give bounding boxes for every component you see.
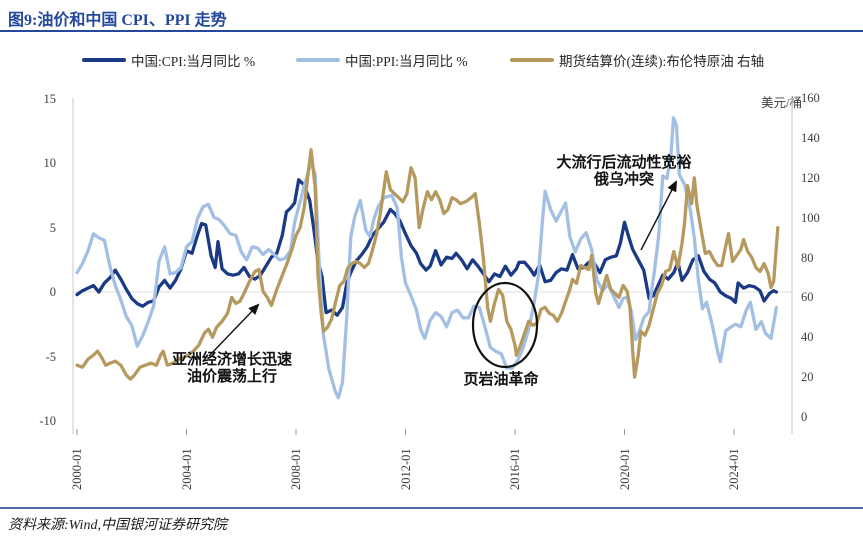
x-axis-tick-marks <box>76 429 735 435</box>
left-axis-tick-label: 5 <box>49 220 56 235</box>
annotation-pandemic: 大流行后流动性宽裕 俄乌冲突 <box>538 155 710 189</box>
source-rule <box>0 507 863 509</box>
left-axis-tick-label: 10 <box>43 156 57 170</box>
x-axis-tick-label: 2020-01 <box>617 448 632 490</box>
legend-label-cpi: 中国:CPI:当月同比 % <box>131 54 256 69</box>
annotation-asia-line2: 油价震荡上行 <box>186 369 277 385</box>
x-axis-tick-label: 2000-01 <box>70 448 84 490</box>
brent-line-swatch-icon <box>510 58 554 62</box>
figure-title: 图9:油价和中国 CPI、PPI 走势 <box>8 12 227 29</box>
right-axis-tick-label: 100 <box>801 210 820 225</box>
right-axis-tick-label: 0 <box>801 410 808 424</box>
cpi-line-swatch-icon <box>82 58 126 62</box>
right-axis-tick-label: 160 <box>801 91 820 105</box>
right-axis-tick-label: 40 <box>801 330 814 345</box>
ppi-line-swatch-icon <box>296 58 340 62</box>
legend-label-ppi: 中国:PPI:当月同比 % <box>345 54 468 69</box>
ppi-series-line <box>75 116 779 400</box>
right-axis-tick-label: 80 <box>801 250 814 265</box>
asia-annotation-arrow <box>208 303 260 357</box>
title-rule <box>0 30 863 32</box>
right-axis-tick-label: 60 <box>801 290 814 305</box>
x-axis-tick-label: 2012-01 <box>398 448 413 490</box>
annotation-pandemic-line1: 大流行后流动性宽裕 <box>556 155 692 171</box>
annotation-shale: 页岩油革命 <box>463 372 539 388</box>
x-axis-tick-label: 2008-01 <box>289 448 303 490</box>
source-text: 资料来源:Wind,中国银河证券研究院 <box>8 518 227 533</box>
right-axis-tick-label: 140 <box>801 130 820 145</box>
pandemic-annotation-arrow <box>640 180 677 251</box>
x-axis-tick-label: 2016-01 <box>508 448 522 490</box>
legend-item-cpi: 中国:CPI:当月同比 % <box>82 52 256 69</box>
chart-series-group <box>75 116 780 400</box>
annotation-pandemic-line2: 俄乌冲突 <box>593 172 654 188</box>
legend-item-brent: 期货结算价(连续):布伦特原油 右轴 <box>510 52 765 69</box>
left-axis-tick-label: 0 <box>49 285 56 299</box>
shale-highlight-ellipse <box>471 281 539 369</box>
left-axis-tick-label: -5 <box>45 349 56 364</box>
right-axis-tick-label: 120 <box>801 170 820 185</box>
annotation-asia: 亚洲经济增长迅速 油价震荡上行 <box>152 352 312 386</box>
right-axis-tick-label: 20 <box>801 370 814 385</box>
left-axis-tick-label: 15 <box>43 91 57 106</box>
legend-label-brent: 期货结算价(连续):布伦特原油 右轴 <box>559 54 765 69</box>
legend-item-ppi: 中国:PPI:当月同比 % <box>296 52 468 69</box>
x-axis-tick-label: 2004-01 <box>179 448 194 490</box>
annotation-asia-line1: 亚洲经济增长迅速 <box>171 352 292 368</box>
left-axis-tick-label: -10 <box>39 414 56 428</box>
brent-series-line <box>75 148 780 381</box>
x-axis-tick-label: 2024-01 <box>727 448 741 490</box>
